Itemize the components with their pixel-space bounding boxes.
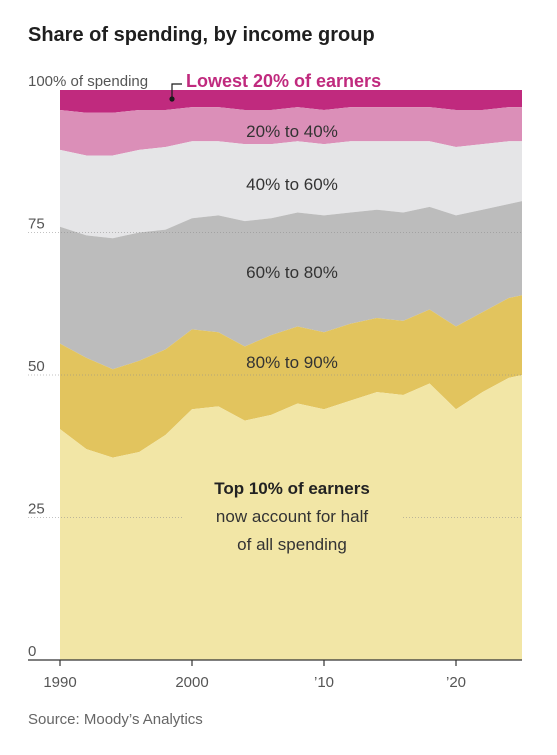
x-tick-label-1990: 1990 [43, 674, 76, 691]
stacked-areas [60, 90, 522, 660]
label-top-10-bold: Top 10% of earners [214, 479, 370, 498]
label-20-40: 20% to 40% [246, 122, 338, 141]
y-tick-label-100: 100% of spending [28, 73, 148, 90]
label-top-10-line2: of all spending [237, 535, 347, 554]
x-axis: 1990 2000 ’10 ’20 [28, 659, 522, 691]
x-tick-label-2020: ’20 [446, 674, 466, 691]
area-lowest-20-of-earners [60, 90, 522, 113]
label-lowest-20: Lowest 20% of earners [186, 71, 381, 91]
lowest-callout-dot [169, 96, 175, 102]
x-tick-label-2000: 2000 [175, 674, 208, 691]
label-40-60: 40% to 60% [246, 175, 338, 194]
y-tick-label-50: 50 [28, 358, 45, 375]
area-80-to-90 [60, 295, 522, 458]
lowest-callout-leader [171, 83, 182, 100]
area-20-to-40 [60, 107, 522, 156]
area-60-to-80 [60, 201, 522, 370]
x-tick-label-2010: ’10 [314, 674, 334, 691]
label-80-90: 80% to 90% [246, 353, 338, 372]
area-40-to-60 [60, 141, 522, 239]
y-axis-ticks: 0 25 50 75 100% of spending [28, 73, 148, 660]
label-60-80: 60% to 80% [246, 263, 338, 282]
label-top-10-line1: now account for half [216, 507, 368, 526]
series-labels: Lowest 20% of earners 20% to 40% 40% to … [169, 71, 402, 560]
y-tick-label-75: 75 [28, 216, 45, 233]
chart-title: Share of spending, by income group [28, 24, 375, 46]
area-chart: 0 25 50 75 100% of spending 1990 2000 ’10 ’20 L… [28, 71, 522, 691]
top10-label-backdrop [184, 476, 402, 560]
y-tick-label-25: 25 [28, 501, 45, 518]
source-note: Source: Moody’s Analytics [28, 711, 203, 728]
y-tick-label-0: 0 [28, 643, 36, 660]
